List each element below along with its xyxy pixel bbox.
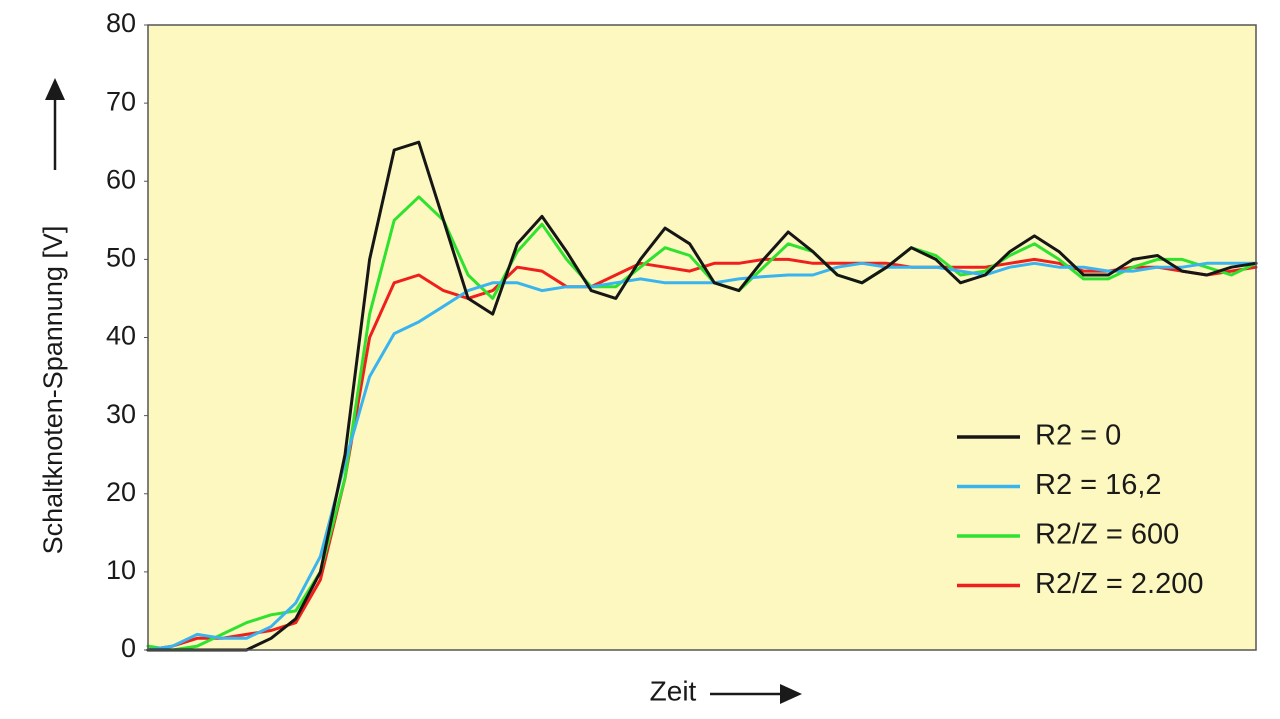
y-tick-label: 0	[121, 633, 136, 663]
y-axis-label: Schaltknoten-Spannung [V]	[38, 226, 68, 555]
x-axis-label: Zeit	[650, 675, 697, 706]
y-tick-label: 60	[106, 164, 136, 194]
y-tick-label: 50	[106, 243, 136, 273]
plot-area	[148, 25, 1256, 650]
series-line	[146, 195, 1258, 652]
y-tick-label: 10	[106, 555, 136, 585]
y-axis-arrow	[45, 78, 65, 170]
x-axis-arrow	[710, 684, 802, 704]
y-tick-label: 20	[106, 477, 136, 507]
legend-label: R2 = 16,2	[1035, 469, 1162, 501]
plot-border	[147, 24, 1257, 651]
y-tick-label: 40	[106, 321, 136, 351]
legend-label: R2 = 0	[1035, 420, 1121, 452]
series-line	[146, 140, 1258, 652]
y-tick-label: 80	[106, 8, 136, 38]
y-tick-label: 70	[106, 86, 136, 116]
legend-label: R2/Z = 600	[1035, 519, 1179, 551]
y-tick-label: 30	[106, 399, 136, 429]
legend-label: R2/Z = 2.200	[1035, 568, 1203, 600]
